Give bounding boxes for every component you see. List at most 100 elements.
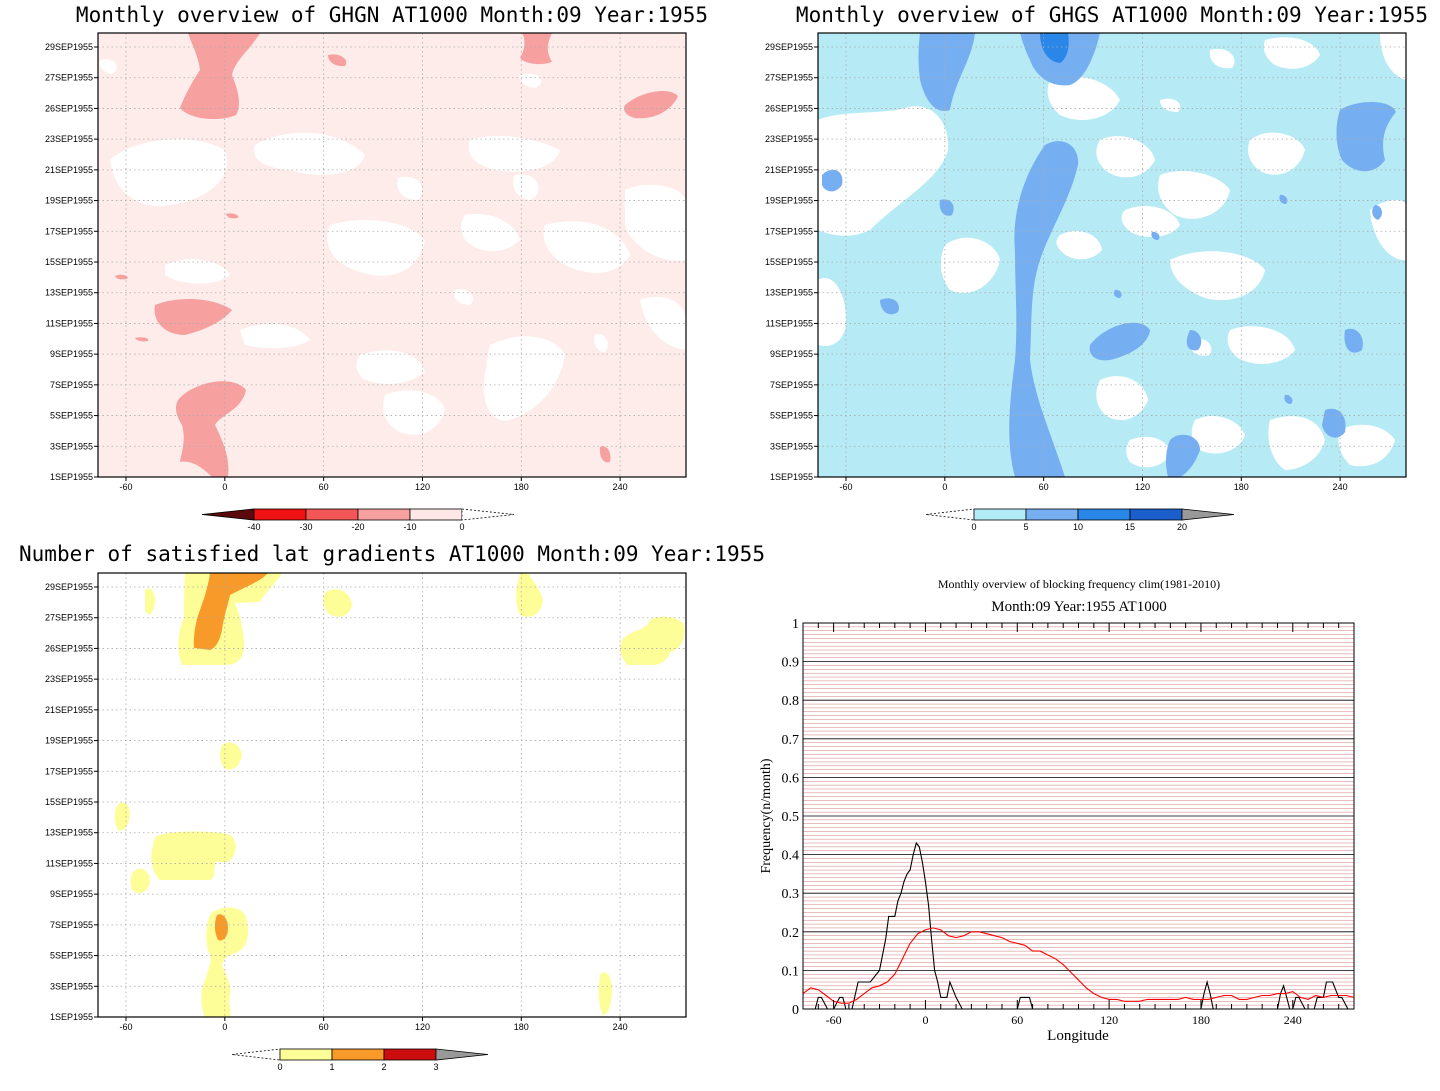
x-tick-label: 120 bbox=[1100, 1013, 1118, 1027]
lat-gradients-title: Number of satisfied lat gradients AT1000… bbox=[19, 542, 765, 566]
colorbar-triangle bbox=[461, 508, 515, 521]
x-tick-label: 240 bbox=[613, 482, 628, 492]
y-tick-label: 0.9 bbox=[782, 656, 800, 671]
colorbar-label: -20 bbox=[351, 522, 364, 532]
ghgs-title: Monthly overview of GHGS AT1000 Month:09… bbox=[796, 3, 1428, 27]
y-tick-label: 21SEP1955 bbox=[45, 165, 93, 175]
colorbar-segment bbox=[279, 1048, 333, 1061]
y-tick-label: 26SEP1955 bbox=[45, 103, 93, 113]
x-tick-label: 180 bbox=[514, 482, 529, 492]
y-tick-label: 0.7 bbox=[782, 733, 800, 748]
x-tick-label: 60 bbox=[1039, 482, 1049, 492]
y-tick-label: 19SEP1955 bbox=[765, 196, 813, 206]
x-tick-label: 180 bbox=[514, 1022, 529, 1032]
y-tick-label: 9SEP1955 bbox=[50, 349, 93, 359]
colorbar-segment bbox=[1077, 508, 1131, 521]
y-tick-label: 5SEP1955 bbox=[50, 951, 93, 961]
y-tick-label: 7SEP1955 bbox=[50, 920, 93, 930]
colorbar-label: 10 bbox=[1073, 522, 1083, 532]
y-tick-label: 0.1 bbox=[782, 964, 800, 979]
x-tick-label: 0 bbox=[942, 482, 947, 492]
lat-gradients-y-ticks: 29SEP1955 27SEP1955 26SEP1955 23SEP1955 21SE… bbox=[45, 582, 98, 1022]
y-tick-label: 29SEP1955 bbox=[45, 42, 93, 52]
y-tick-label: 21SEP1955 bbox=[765, 165, 813, 175]
y-tick-label: 9SEP1955 bbox=[770, 349, 813, 359]
colorbar-segment bbox=[357, 508, 411, 521]
y-tick-label: 17SEP1955 bbox=[765, 226, 813, 236]
colorbar-triangle bbox=[1181, 508, 1235, 521]
y-tick-label: 3SEP1955 bbox=[770, 441, 813, 451]
panel-lat-gradients: Number of satisfied lat gradients AT1000… bbox=[19, 542, 765, 1072]
x-tick-label: 60 bbox=[1011, 1013, 1023, 1027]
y-tick-label: 11SEP1955 bbox=[46, 318, 93, 328]
ghgs-grid bbox=[818, 33, 1406, 477]
x-tick-label: 0 bbox=[922, 1013, 928, 1027]
y-tick-label: 13SEP1955 bbox=[765, 288, 813, 298]
colorbar-label: 3 bbox=[433, 1062, 438, 1072]
x-tick-label: 120 bbox=[1135, 482, 1150, 492]
y-tick-label: 0.8 bbox=[782, 694, 800, 709]
ghgn-contours bbox=[99, 33, 686, 477]
blocking-grid bbox=[803, 626, 1354, 1006]
colorbar-segment bbox=[973, 508, 1027, 521]
ghgn-colorbar: -40 -30 -20 -10 0 bbox=[201, 508, 515, 532]
x-tick-label: -60 bbox=[119, 1022, 132, 1032]
y-tick-label: 1SEP1955 bbox=[50, 1012, 93, 1022]
y-tick-label: 15SEP1955 bbox=[45, 257, 93, 267]
ghgs-frame bbox=[817, 32, 1407, 478]
series-line bbox=[802, 927, 1355, 1004]
ghgs-colorbar: 0 5 10 15 20 bbox=[925, 508, 1235, 532]
colorbar-segment bbox=[1129, 508, 1183, 521]
y-tick-label: 3SEP1955 bbox=[50, 441, 93, 451]
x-tick-label: 120 bbox=[415, 482, 430, 492]
colorbar-segment bbox=[331, 1048, 385, 1061]
y-tick-label: 23SEP1955 bbox=[45, 134, 93, 144]
y-tick-label: 11SEP1955 bbox=[46, 858, 93, 868]
colorbar-segment bbox=[409, 508, 463, 521]
colorbar-label: -40 bbox=[247, 522, 260, 532]
y-tick-label: 17SEP1955 bbox=[45, 226, 93, 236]
y-tick-label: 9SEP1955 bbox=[50, 889, 93, 899]
ghgs-y-ticks: 29SEP1955 27SEP1955 26SEP1955 23SEP1955 21SE… bbox=[765, 42, 818, 482]
ghgn-y-ticks: 29SEP1955 27SEP1955 26SEP1955 23SEP1955 21SE… bbox=[45, 42, 98, 482]
x-tick-label: -60 bbox=[839, 482, 852, 492]
colorbar-label: 1 bbox=[329, 1062, 334, 1072]
x-tick-label: -60 bbox=[119, 482, 132, 492]
colorbar-label: 5 bbox=[1023, 522, 1028, 532]
colorbar-label: 0 bbox=[971, 522, 976, 532]
x-tick-label: 240 bbox=[613, 1022, 628, 1032]
y-tick-label: 1SEP1955 bbox=[50, 472, 93, 482]
y-tick-label: 0.5 bbox=[782, 810, 800, 825]
y-tick-label: 5SEP1955 bbox=[770, 411, 813, 421]
y-tick-label: 0.3 bbox=[782, 887, 800, 902]
colorbar-segment bbox=[1025, 508, 1079, 521]
y-tick-label: 3SEP1955 bbox=[50, 981, 93, 991]
y-tick-label: 21SEP1955 bbox=[45, 705, 93, 715]
y-tick-label: 26SEP1955 bbox=[45, 643, 93, 653]
ghgs-contours bbox=[818, 33, 1406, 477]
colorbar-label: 15 bbox=[1125, 522, 1135, 532]
y-tick-label: 15SEP1955 bbox=[45, 797, 93, 807]
panel-ghgn: Monthly overview of GHGN AT1000 Month:09… bbox=[45, 3, 708, 532]
x-tick-label: 0 bbox=[222, 482, 227, 492]
y-tick-label: 23SEP1955 bbox=[45, 674, 93, 684]
x-tick-label: 240 bbox=[1284, 1013, 1302, 1027]
colorbar-label: 0 bbox=[459, 522, 464, 532]
y-tick-label: 5SEP1955 bbox=[50, 411, 93, 421]
colorbar-label: -10 bbox=[403, 522, 416, 532]
ghgs-x-ticks: -60 0 60 120 180 240 bbox=[839, 477, 1348, 492]
colorbar-triangle bbox=[201, 508, 255, 521]
y-tick-label: 0.2 bbox=[782, 926, 800, 941]
x-tick-label: 60 bbox=[319, 1022, 329, 1032]
y-tick-label: 7SEP1955 bbox=[770, 380, 813, 390]
y-tick-label: 13SEP1955 bbox=[45, 828, 93, 838]
colorbar-label: 2 bbox=[381, 1062, 386, 1072]
y-tick-label: 0.4 bbox=[782, 849, 800, 864]
x-tick-label: 120 bbox=[415, 1022, 430, 1032]
y-tick-label: 1SEP1955 bbox=[770, 472, 813, 482]
y-tick-label: 19SEP1955 bbox=[45, 196, 93, 206]
blocking-x-ticks: -60 0 60 120 180 240 bbox=[802, 623, 1355, 1027]
lat-gradients-contours bbox=[114, 573, 685, 1017]
colorbar-triangle bbox=[435, 1048, 489, 1061]
y-tick-label: 13SEP1955 bbox=[45, 288, 93, 298]
